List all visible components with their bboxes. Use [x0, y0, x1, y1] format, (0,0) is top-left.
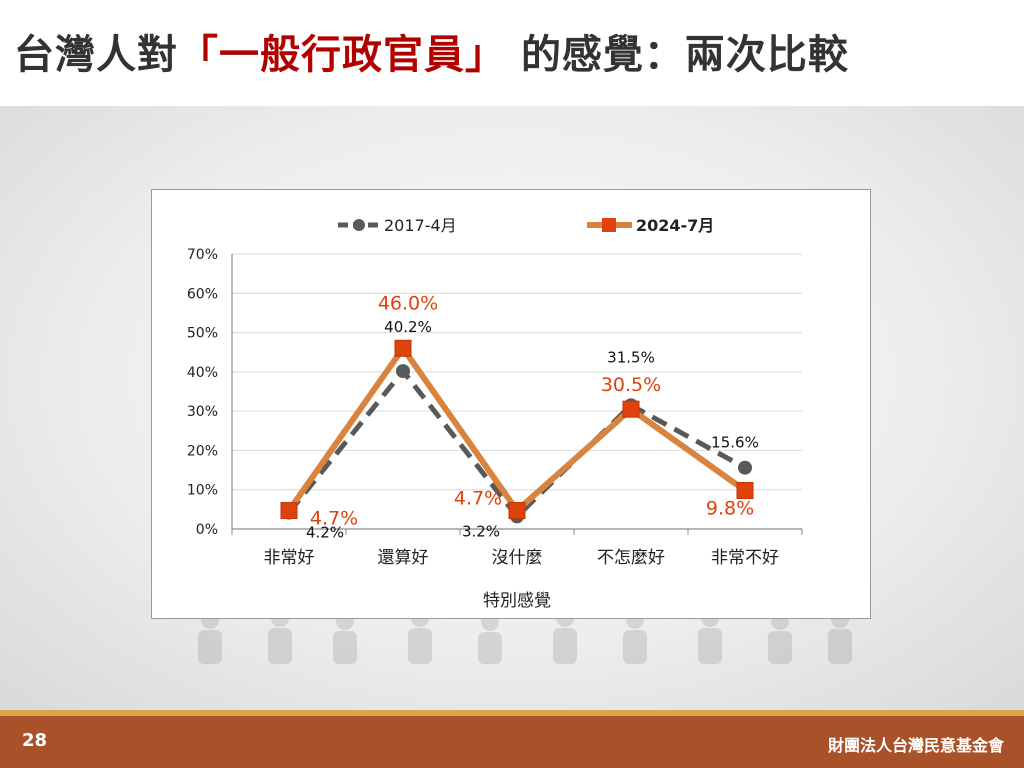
chart-container: 特別感覺 0% 10% 20% 30% 40% 50% 60% 70% 非常好 還算好 沒什麼 不怎麼… [151, 189, 871, 619]
page-number: 28 [22, 730, 48, 751]
label-layer: 4.2% 40.2% 3.2% 31.5% 15.6% 4.7% 46.0% 4.7% 30.5… [306, 292, 759, 541]
footer-bar: 28 財團法人台灣民意基金會 [0, 716, 1024, 768]
title-highlight: 「一般行政官員」 [178, 32, 506, 78]
legend-2017-marker [353, 219, 365, 231]
y-tick-label: 10% [187, 483, 218, 499]
organization-name: 財團法人台灣民意基金會 [827, 736, 1004, 755]
series-2024-point [508, 502, 526, 520]
x-tick-label: 沒什麼 [492, 548, 543, 568]
series-2017-data-label: 15.6% [711, 434, 759, 452]
series-2024-point [394, 339, 412, 357]
series-2024-data-label: 4.7% [454, 488, 502, 510]
series-2017-data-label: 40.2% [384, 318, 432, 336]
series-2017-data-label: 31.5% [607, 348, 655, 366]
x-axis-title: 特別感覺 [483, 591, 551, 611]
series-2024-data-label: 46.0% [378, 292, 438, 314]
series-2024-data-label: 4.7% [310, 508, 358, 530]
series-2017-data-label: 4.2% [306, 524, 344, 542]
x-tick-label: 不怎麼好 [597, 548, 665, 568]
y-tick-label: 50% [187, 326, 218, 342]
series-2024-point [736, 482, 754, 499]
legend-2017-label: 2017-4月 [384, 216, 457, 235]
series-2017-point [738, 460, 752, 475]
y-tick-label: 60% [187, 286, 218, 302]
title-bar: 台灣人對「一般行政官員」 的感覺：兩次比較 [0, 0, 1024, 106]
title-prefix: 台灣人對 [14, 32, 178, 78]
title-suffix: 的感覺：兩次比較 [520, 32, 849, 78]
legend-2024-label: 2024-7月 [636, 216, 714, 235]
axis-layer: 特別感覺 0% 10% 20% 30% 40% 50% 60% 70% 非常好 還算好 沒什麼 不怎麼… [187, 247, 803, 611]
series-layer [280, 339, 754, 524]
slide-title: 台灣人對「一般行政官員」 的感覺：兩次比較 [14, 22, 849, 80]
legend: 2017-4月 2024-7月 [338, 216, 714, 235]
footer-accent-line [0, 710, 1024, 716]
series-2024-point [622, 400, 640, 418]
series-2024-data-label: 9.8% [706, 498, 754, 520]
y-tick-label: 30% [187, 404, 218, 420]
series-2024-point [280, 502, 298, 520]
grid-layer [232, 253, 802, 491]
y-tick-label: 40% [187, 365, 218, 381]
x-tick-label: 非常好 [264, 548, 315, 568]
y-tick-label: 0% [196, 522, 218, 538]
series-2017-data-label: 3.2% [462, 522, 500, 540]
y-tick-label: 20% [187, 443, 218, 459]
line-chart: 特別感覺 0% 10% 20% 30% 40% 50% 60% 70% 非常好 還算好 沒什麼 不怎麼… [187, 216, 803, 611]
legend-2024-marker [602, 218, 616, 232]
y-tick-label: 70% [187, 247, 218, 263]
series-2024-data-label: 30.5% [601, 374, 661, 396]
x-tick-label: 非常不好 [711, 548, 779, 568]
x-tick-label: 還算好 [378, 548, 429, 568]
series-2017-point [396, 364, 410, 379]
